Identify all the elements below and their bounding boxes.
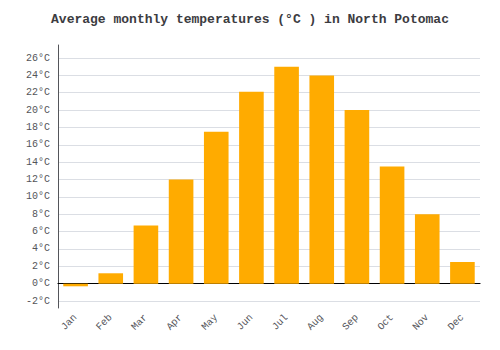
svg-text:14°C: 14°C (26, 157, 50, 168)
svg-text:Jul: Jul (270, 312, 290, 332)
svg-text:4°C: 4°C (32, 243, 50, 254)
svg-text:12°C: 12°C (26, 174, 50, 185)
svg-text:May: May (200, 312, 220, 332)
svg-text:0°C: 0°C (32, 278, 50, 289)
svg-text:Feb: Feb (94, 312, 114, 332)
svg-text:6°C: 6°C (32, 226, 50, 237)
svg-text:18°C: 18°C (26, 122, 50, 133)
svg-text:2°C: 2°C (32, 261, 50, 272)
svg-text:Mar: Mar (129, 312, 149, 332)
svg-text:Dec: Dec (446, 312, 466, 332)
svg-text:Apr: Apr (164, 312, 184, 332)
svg-text:20°C: 20°C (26, 105, 50, 116)
svg-text:Oct: Oct (375, 312, 395, 332)
svg-text:24°C: 24°C (26, 70, 50, 81)
svg-text:Aug: Aug (305, 312, 325, 332)
svg-text:22°C: 22°C (26, 87, 50, 98)
svg-text:Average monthly temperatures (: Average monthly temperatures (°C ) in No… (51, 12, 449, 27)
svg-text:10°C: 10°C (26, 191, 50, 202)
svg-text:Sep: Sep (340, 312, 360, 332)
svg-text:Nov: Nov (411, 312, 431, 332)
svg-text:Jan: Jan (59, 312, 79, 332)
svg-text:Jun: Jun (235, 312, 255, 332)
svg-text:8°C: 8°C (32, 209, 50, 220)
svg-text:16°C: 16°C (26, 139, 50, 150)
svg-text:26°C: 26°C (26, 53, 50, 64)
svg-text:-2°C: -2°C (26, 296, 50, 307)
